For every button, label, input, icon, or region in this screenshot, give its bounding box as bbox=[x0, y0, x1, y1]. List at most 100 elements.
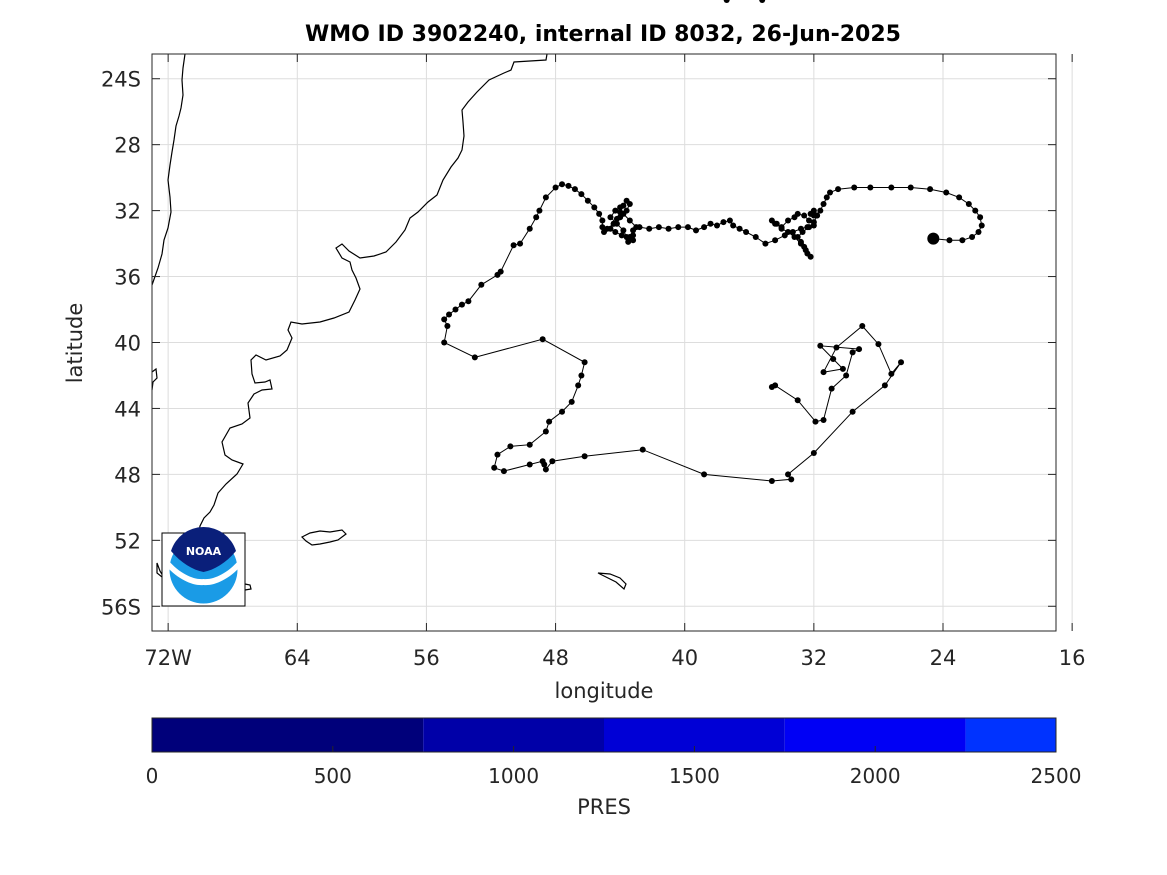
track-point bbox=[693, 227, 700, 234]
track-point bbox=[752, 233, 759, 240]
track-point bbox=[599, 217, 606, 224]
track-point bbox=[714, 222, 720, 229]
track-point bbox=[898, 359, 905, 366]
track-point bbox=[794, 210, 801, 217]
track-point bbox=[617, 214, 624, 221]
track-point bbox=[465, 298, 472, 305]
track-point bbox=[849, 408, 856, 415]
colorbar-tick-label: 0 bbox=[146, 764, 159, 788]
y-tick-label: 28 bbox=[114, 134, 141, 158]
x-tick-label: 40 bbox=[671, 646, 698, 670]
track-point bbox=[830, 355, 837, 362]
track-point bbox=[820, 201, 827, 208]
track-point bbox=[817, 207, 824, 214]
axis-ticks: 72W645648403224168W24S2832364044485256S bbox=[101, 54, 1086, 670]
y-tick-label: 44 bbox=[114, 397, 141, 421]
track-point bbox=[581, 359, 588, 366]
track-point bbox=[810, 449, 817, 456]
track-point bbox=[494, 451, 501, 458]
x-tick-label: 16 bbox=[1059, 646, 1086, 670]
track-point bbox=[581, 453, 588, 460]
track-point bbox=[500, 468, 507, 475]
track-point bbox=[781, 232, 788, 239]
x-tick-label: 48 bbox=[542, 646, 569, 670]
track-point bbox=[626, 217, 633, 224]
noaa-logo-text: NOAA bbox=[186, 545, 222, 558]
x-axis-label: longitude bbox=[555, 679, 654, 703]
track-point bbox=[510, 242, 517, 249]
y-tick-label: 52 bbox=[114, 529, 141, 553]
track-point bbox=[978, 222, 985, 229]
track-point bbox=[491, 464, 498, 471]
y-tick-label: 40 bbox=[114, 332, 141, 356]
track-point bbox=[804, 224, 811, 231]
x-tick-label: 32 bbox=[800, 646, 827, 670]
track-point bbox=[785, 217, 792, 224]
track-point bbox=[797, 240, 804, 247]
colorbar-tick-label: 1500 bbox=[669, 764, 720, 788]
track-point bbox=[801, 212, 808, 219]
track-point bbox=[810, 222, 817, 229]
track-point bbox=[839, 365, 846, 372]
track-point bbox=[888, 370, 895, 377]
track-point bbox=[526, 225, 533, 232]
track-point bbox=[452, 306, 459, 313]
track-point bbox=[833, 344, 840, 351]
track-point bbox=[762, 240, 769, 247]
track-point bbox=[849, 349, 856, 356]
track-point bbox=[546, 418, 553, 425]
track-point bbox=[736, 225, 743, 232]
track-point bbox=[823, 194, 830, 201]
x-tick-label: 72W bbox=[144, 646, 192, 670]
track-point bbox=[617, 209, 624, 216]
track-point bbox=[946, 237, 953, 244]
track-point bbox=[701, 224, 708, 231]
track-point bbox=[542, 428, 549, 435]
south-america-coastline-east bbox=[198, 53, 548, 533]
track-point bbox=[817, 342, 824, 349]
colorbar-ticks: 0 500 1000 1500 2000 2500 bbox=[146, 746, 1081, 788]
track-point bbox=[875, 341, 882, 348]
colorbar-tick-label: 500 bbox=[314, 764, 352, 788]
track-point bbox=[768, 477, 775, 484]
track-point bbox=[723, 0, 730, 3]
track-point bbox=[665, 225, 672, 232]
track-point bbox=[812, 418, 819, 425]
track-point bbox=[591, 204, 598, 211]
track-point bbox=[610, 220, 617, 227]
track-point bbox=[478, 281, 485, 288]
gridlines bbox=[152, 54, 1073, 631]
track-point bbox=[859, 323, 866, 330]
track-point bbox=[625, 235, 632, 242]
colorbar-tick-label: 2000 bbox=[850, 764, 901, 788]
track-point bbox=[772, 237, 779, 244]
track-point bbox=[542, 466, 549, 473]
track-point bbox=[517, 240, 524, 247]
track-point bbox=[791, 233, 798, 240]
track-point bbox=[565, 182, 572, 189]
track-point bbox=[867, 184, 874, 191]
track-point bbox=[806, 217, 813, 224]
track-point bbox=[578, 191, 585, 198]
track-point bbox=[526, 461, 533, 468]
track-point bbox=[856, 346, 863, 353]
track-point bbox=[828, 385, 835, 392]
track-point bbox=[707, 220, 714, 227]
track-point bbox=[626, 201, 633, 208]
track-point bbox=[802, 247, 809, 254]
track-point bbox=[623, 207, 630, 214]
track-point bbox=[539, 336, 546, 343]
float-latest-position-marker bbox=[927, 232, 940, 245]
track-point bbox=[552, 184, 559, 191]
y-tick-label: 24S bbox=[101, 68, 141, 92]
track-point bbox=[612, 207, 619, 214]
track-point bbox=[778, 224, 785, 231]
y-tick-label: 32 bbox=[114, 200, 141, 224]
track-point bbox=[743, 229, 750, 236]
track-point bbox=[441, 316, 448, 323]
track-point bbox=[820, 369, 827, 376]
pressure-colorbar: 0 500 1000 1500 2000 2500 PRES bbox=[146, 717, 1081, 819]
track-point bbox=[969, 233, 976, 240]
track-point bbox=[810, 207, 817, 214]
